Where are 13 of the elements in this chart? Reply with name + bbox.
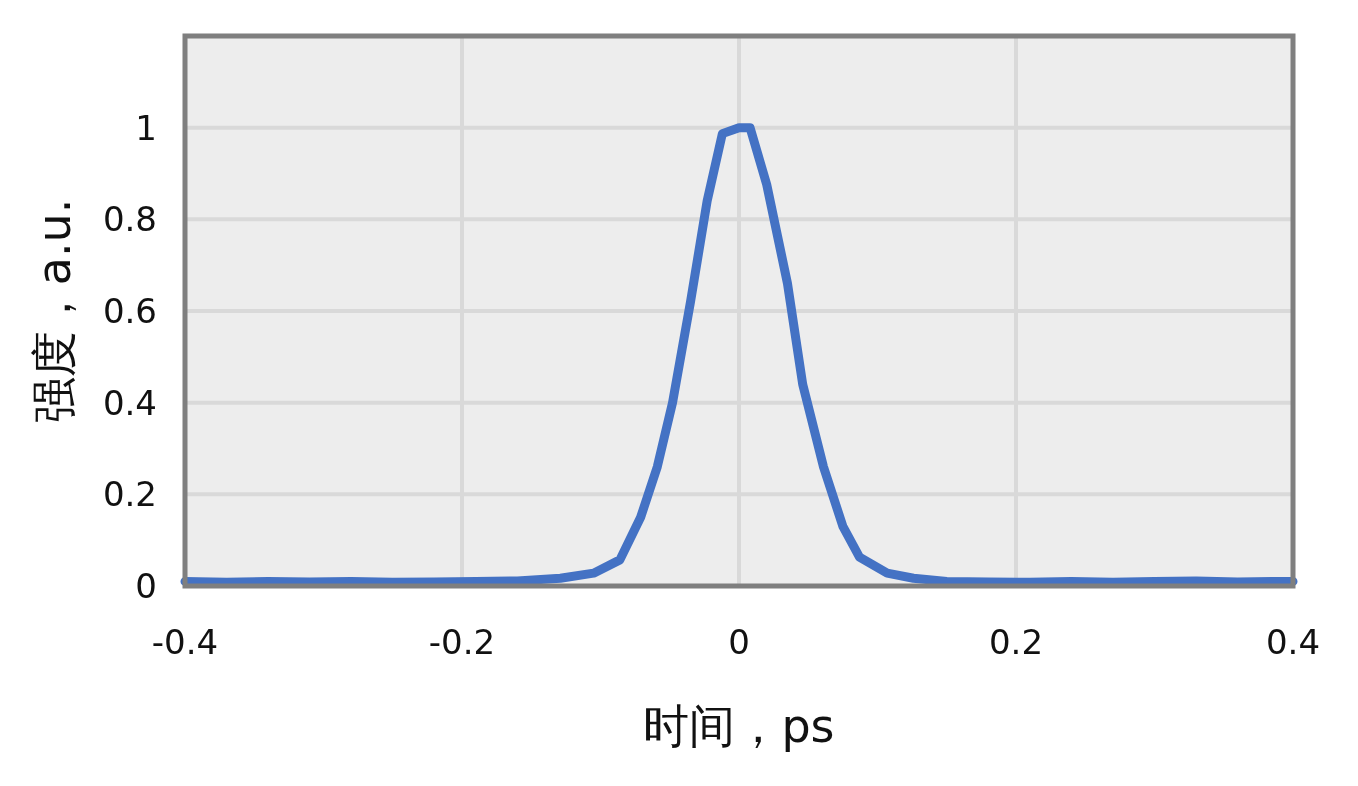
x-tick-label: 0 [728,622,750,662]
x-tick-label: 0.4 [1265,622,1321,662]
y-tick-label: 0.8 [102,199,157,240]
y-tick-label: 0 [135,566,157,606]
y-tick-label: 1 [135,107,157,148]
x-axis-title: 时间，ps [643,699,835,753]
x-tick-label: -0.2 [428,622,496,662]
y-tick-label: 0.4 [102,382,157,423]
y-axis-title: 强度，a.u. [27,198,81,424]
y-tick-label: 0.2 [102,474,157,515]
y-tick-label: 0.6 [102,291,157,331]
x-tick-label: -0.4 [151,622,219,662]
x-tick-label: 0.2 [988,622,1044,662]
